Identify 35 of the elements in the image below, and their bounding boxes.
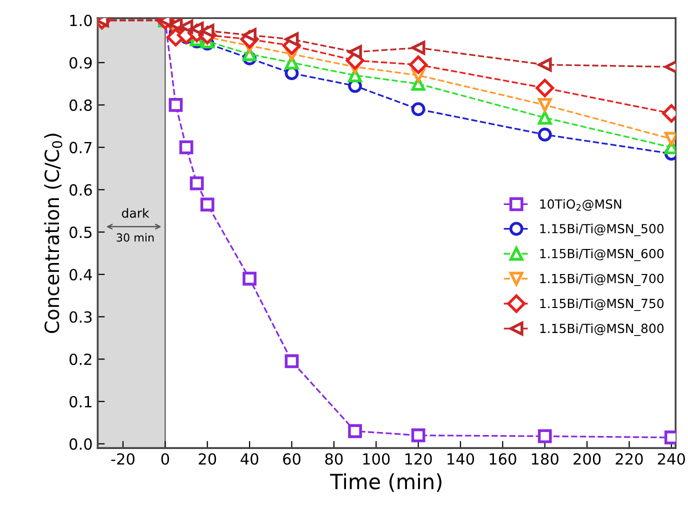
x-tick-label: 0 — [161, 453, 170, 465]
legend-label: 1.15Bi/Ti@MSN_800 — [540, 323, 664, 336]
x-tick-label: 80 — [325, 453, 343, 465]
x-tick-label: 20 — [198, 453, 216, 465]
y-tick-label: 0.8 — [70, 99, 92, 111]
y-tick-label: 1.0 — [70, 14, 92, 26]
annotation: 30 min — [116, 233, 154, 242]
x-tick-label: 180 — [532, 453, 558, 465]
legend-label: 1.15Bi/Ti@MSN_700 — [540, 274, 664, 286]
x-tick-label: 60 — [283, 453, 300, 465]
y-tick-label: 0.2 — [70, 354, 92, 366]
x-tick-label: -20 — [111, 453, 134, 465]
legend-label: 1.15Bi/Ti@MSN_500 — [540, 224, 664, 236]
y-axis-title: Concentration (C/C$_{0}$) — [44, 134, 62, 334]
x-tick-label: 220 — [616, 453, 643, 465]
x-tick-label: 160 — [490, 453, 516, 465]
x-tick-label: 240 — [658, 453, 685, 465]
y-tick-label: 0.0 — [70, 438, 92, 450]
x-tick-label: 120 — [405, 453, 432, 465]
x-tick-label: 40 — [240, 453, 258, 465]
y-tick-label: 0.7 — [70, 142, 92, 154]
y-tick-label: 0.1 — [70, 396, 92, 408]
x-tick-label: 100 — [363, 453, 390, 465]
y-tick-label: 0.4 — [70, 268, 92, 280]
legend-label: 1.15Bi/Ti@MSN_600 — [540, 248, 664, 262]
legend-label: 10TiO$_{2}$@MSN — [540, 199, 622, 211]
y-tick-label: 0.5 — [70, 226, 92, 238]
x-axis-title: Time (min) — [330, 473, 442, 492]
y-tick-label: 0.6 — [70, 184, 92, 196]
y-tick-label: 0.3 — [70, 311, 92, 323]
y-tick-label: 0.9 — [70, 57, 92, 69]
legend-label: 1.15Bi/Ti@MSN_750 — [540, 298, 664, 311]
x-tick-label: 200 — [574, 453, 601, 465]
x-tick-label: 140 — [448, 453, 474, 465]
annotation: dark — [122, 208, 150, 218]
